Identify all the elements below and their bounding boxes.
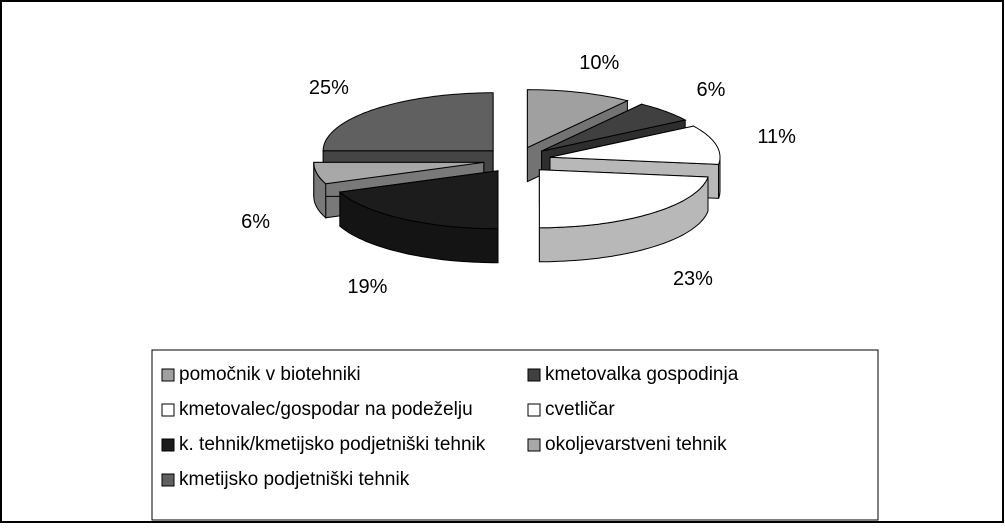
legend-swatch — [527, 368, 541, 382]
data-label: 6% — [241, 211, 270, 233]
legend-swatch — [161, 368, 175, 382]
legend-label: okoljevarstveni tehnik — [545, 434, 727, 455]
slice — [322, 92, 494, 152]
legend-swatch — [161, 438, 175, 452]
slice — [541, 103, 687, 152]
legend-label: kmetovalec/gospodar na podeželju — [179, 399, 473, 420]
data-label: 23% — [673, 268, 713, 290]
slice — [538, 169, 709, 229]
data-label: 19% — [347, 276, 387, 298]
slice — [526, 89, 629, 149]
slice — [313, 161, 484, 185]
data-label: 10% — [579, 52, 619, 74]
legend-label: k. tehnik/kmetijsko podjetniški tehnik — [179, 434, 486, 455]
legend-swatch — [161, 473, 175, 487]
data-label: 11% — [757, 126, 796, 148]
legend-swatch — [527, 438, 541, 452]
legend-label: kmetovalka gospodinja — [545, 364, 739, 385]
legend-swatch — [161, 403, 175, 417]
legend-label: pomočnik v biotehniki — [179, 364, 361, 385]
data-label: 6% — [697, 79, 726, 101]
data-label: 25% — [309, 77, 349, 99]
legend-label: kmetijsko podjetniški tehnik — [179, 469, 410, 490]
legend-label: cvetličar — [545, 399, 615, 420]
legend-box — [151, 349, 879, 521]
legend-swatch — [527, 403, 541, 417]
slice — [338, 170, 499, 230]
slice — [549, 125, 721, 165]
